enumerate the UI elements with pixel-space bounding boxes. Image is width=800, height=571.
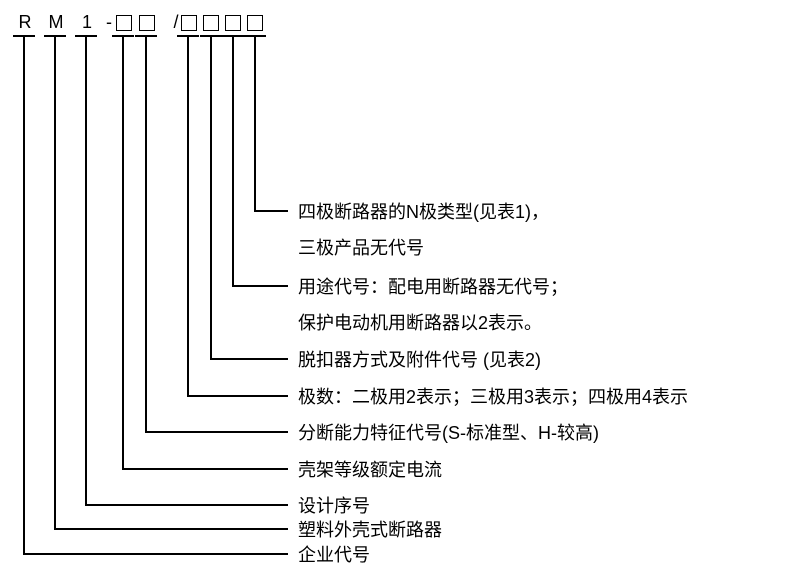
code-char-0: R — [15, 12, 35, 33]
code-placeholder-box-0 — [116, 15, 132, 31]
connector-hline-1 — [232, 285, 288, 287]
description-2: 脱扣器方式及附件代号 (见表2) — [298, 348, 541, 373]
description-8: 企业代号 — [298, 543, 370, 568]
connector-hline-0 — [254, 210, 288, 212]
connector-vline-4 — [145, 37, 147, 431]
code-placeholder-box-3 — [203, 15, 219, 31]
connector-hline-6 — [85, 504, 288, 506]
description-5: 壳架等级额定电流 — [298, 458, 442, 483]
code-placeholder-box-5 — [247, 15, 263, 31]
connector-vline-1 — [232, 37, 234, 285]
description-6: 设计序号 — [298, 494, 370, 519]
description-0-line1: 三极产品无代号 — [298, 236, 424, 261]
description-1: 用途代号：配电用断路器无代号； — [298, 275, 568, 300]
connector-vline-3 — [187, 37, 189, 395]
connector-vline-6 — [85, 37, 87, 504]
connector-vline-8 — [23, 37, 25, 553]
model-code-row: RM1-/ — [0, 12, 800, 42]
description-1-line1: 保护电动机用断路器以2表示。 — [298, 311, 542, 336]
connector-vline-2 — [210, 37, 212, 358]
connector-hline-4 — [145, 431, 288, 433]
connector-vline-5 — [122, 37, 124, 468]
connector-hline-7 — [54, 528, 288, 530]
description-4: 分断能力特征代号(S-标准型、H-较高) — [298, 421, 599, 446]
code-placeholder-box-4 — [225, 15, 241, 31]
code-placeholder-box-1 — [139, 15, 155, 31]
connector-hline-5 — [122, 468, 288, 470]
description-0: 四极断路器的N极类型(见表1)， — [298, 200, 549, 225]
code-char-2: 1 — [77, 12, 97, 33]
description-3: 极数：二极用2表示；三极用3表示；四极用4表示 — [298, 385, 688, 410]
code-placeholder-box-2 — [181, 15, 197, 31]
connector-vline-7 — [54, 37, 56, 528]
connector-hline-2 — [210, 358, 288, 360]
connector-hline-3 — [187, 395, 288, 397]
connector-vline-0 — [254, 37, 256, 210]
connector-hline-8 — [23, 553, 288, 555]
code-char-1: M — [46, 12, 66, 33]
description-7: 塑料外壳式断路器 — [298, 518, 442, 543]
